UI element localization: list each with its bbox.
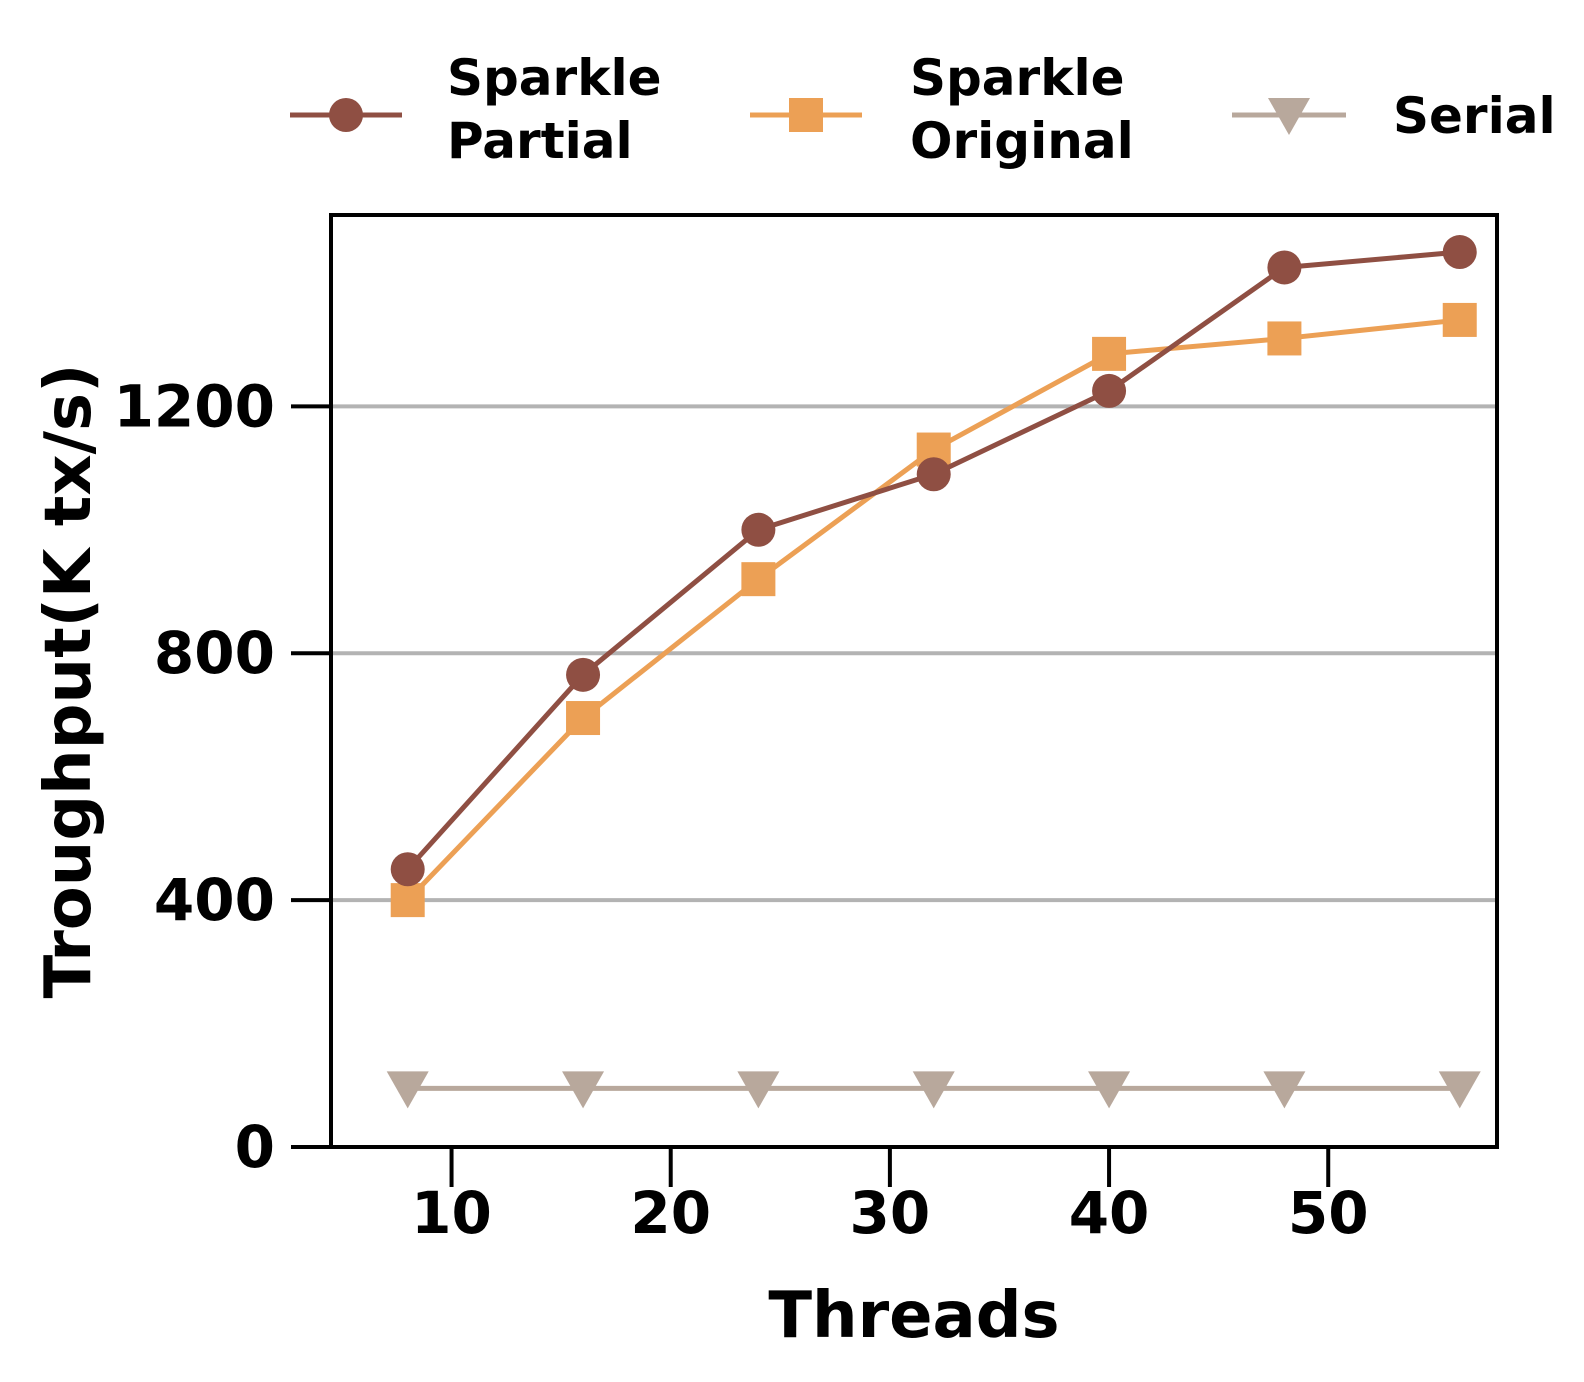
data-point-sparkle-partial-56 [1442, 235, 1477, 270]
data-point-serial-24 [737, 1071, 780, 1109]
axes: 0 400 800 1200 10 20 30 40 50 [114, 372, 1369, 1247]
legend-label-sparkle-original-line2: Original [910, 112, 1134, 170]
series-sparkle-partial [390, 235, 1477, 887]
data-point-serial-16 [562, 1071, 605, 1109]
series-layer [386, 235, 1481, 1109]
legend-label-serial: Serial [1393, 87, 1556, 145]
legend-item-serial: Serial [1232, 87, 1556, 145]
data-point-serial-32 [912, 1071, 955, 1109]
data-point-sparkle-partial-8 [390, 852, 425, 887]
data-point-sparkle-partial-16 [566, 657, 601, 692]
data-point-serial-48 [1263, 1071, 1306, 1109]
x-axis-title: Threads [768, 1279, 1059, 1353]
series-line-sparkle-partial [405, 249, 1460, 871]
data-point-sparkle-partial-32 [916, 457, 951, 492]
x-tick-label-30: 30 [850, 1179, 931, 1247]
legend-marker-sparkle-original [789, 98, 823, 132]
data-point-serial-40 [1088, 1071, 1131, 1109]
legend-label-sparkle-original-line1: Sparkle [910, 49, 1125, 107]
legend-marker-serial [1268, 98, 1310, 135]
data-point-sparkle-original-8 [390, 883, 425, 918]
data-point-sparkle-original-16 [566, 701, 601, 736]
plot-area-frame [329, 213, 1499, 1149]
data-point-sparkle-partial-24 [741, 512, 776, 547]
data-point-sparkle-partial-40 [1092, 373, 1127, 408]
x-tick-label-40: 40 [1069, 1179, 1150, 1247]
legend-label-sparkle-partial-line2: Partial [447, 112, 633, 170]
legend-marker-sparkle-partial [329, 98, 363, 132]
x-tick-label-20: 20 [630, 1179, 711, 1247]
data-point-sparkle-original-40 [1092, 336, 1127, 371]
legend-label-sparkle-partial-line1: Sparkle [447, 49, 662, 107]
y-tick-label-800: 800 [154, 619, 275, 687]
data-point-sparkle-original-56 [1442, 302, 1477, 337]
y-tick-label-0: 0 [235, 1113, 275, 1181]
series-sparkle-original [390, 302, 1477, 918]
data-point-serial-8 [386, 1071, 429, 1109]
x-tick-label-10: 10 [411, 1179, 492, 1247]
series-serial [386, 1071, 1481, 1109]
gridlines [331, 404, 1497, 903]
data-point-serial-56 [1438, 1071, 1481, 1109]
data-point-sparkle-partial-48 [1267, 250, 1302, 285]
y-axis-title: Troughput(K tx/s) [32, 364, 106, 999]
y-tick-label-400: 400 [154, 866, 275, 934]
data-point-sparkle-original-24 [741, 562, 776, 597]
data-point-sparkle-original-48 [1267, 321, 1302, 356]
y-tick-label-1200: 1200 [114, 372, 275, 440]
x-tick-label-50: 50 [1288, 1179, 1369, 1247]
